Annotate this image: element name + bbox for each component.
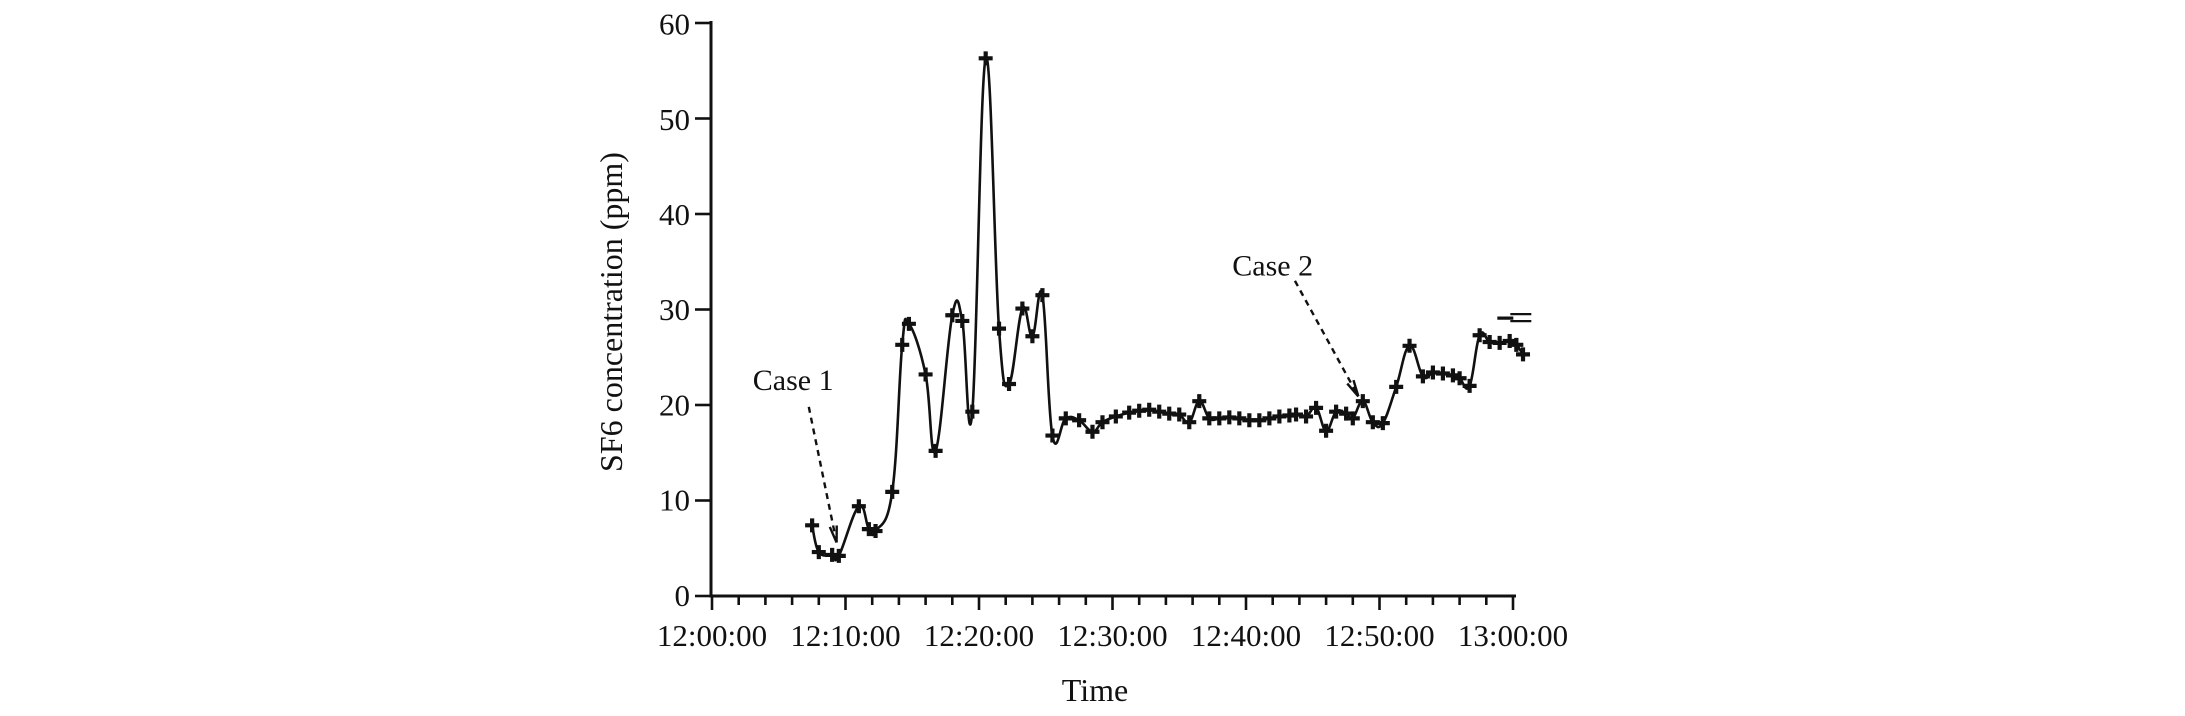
data-series-line bbox=[810, 56, 1525, 562]
case-1-annotation-label: Case 1 bbox=[753, 364, 834, 397]
extra-marks bbox=[1497, 313, 1532, 323]
x-axis-tick-labels: 12:00:00 12:10:00 12:20:00 12:30:00 12:4… bbox=[657, 618, 1568, 653]
x-tick-label: 12:10:00 bbox=[790, 618, 900, 653]
data-point-marker bbox=[831, 548, 846, 563]
case-2-annotation-label: Case 2 bbox=[1232, 250, 1313, 283]
data-point-marker bbox=[1182, 415, 1197, 430]
data-point-marker bbox=[1452, 371, 1467, 386]
data-point-marker bbox=[1045, 428, 1060, 443]
x-axis-title: Time bbox=[1062, 672, 1128, 708]
x-tick-label: 12:40:00 bbox=[1191, 618, 1301, 653]
data-point-marker bbox=[1309, 400, 1324, 415]
data-point-marker bbox=[1472, 328, 1487, 343]
axes bbox=[695, 21, 1516, 610]
data-point-marker bbox=[918, 367, 933, 382]
data-point-marker bbox=[1509, 337, 1524, 352]
y-axis-tick-labels: 0 10 20 30 40 50 60 bbox=[659, 7, 690, 614]
data-point-marker bbox=[901, 316, 916, 331]
y-tick-label: 20 bbox=[659, 388, 690, 423]
data-point-marker bbox=[1192, 394, 1207, 409]
data-point-marker bbox=[928, 443, 943, 458]
case-2-arrow bbox=[1293, 280, 1360, 398]
tick-marks bbox=[695, 21, 1515, 610]
data-point-marker bbox=[992, 321, 1007, 336]
y-tick-label: 10 bbox=[659, 483, 690, 518]
data-point-marker bbox=[1058, 411, 1073, 426]
data-point-marker bbox=[1355, 394, 1370, 409]
data-point-marker bbox=[1415, 369, 1430, 384]
data-point-marker bbox=[1389, 379, 1404, 394]
data-point-marker bbox=[805, 518, 820, 533]
data-point-marker bbox=[955, 313, 970, 328]
x-tick-label: 12:00:00 bbox=[657, 618, 767, 653]
y-tick-label: 50 bbox=[659, 102, 690, 137]
data-point-marker bbox=[885, 484, 900, 499]
data-point-marker bbox=[1319, 423, 1334, 438]
data-point-marker bbox=[1375, 416, 1390, 431]
y-tick-label: 30 bbox=[659, 292, 690, 327]
data-point-marker bbox=[1095, 415, 1110, 430]
x-tick-label: 12:20:00 bbox=[924, 618, 1034, 653]
x-tick-label: 13:00:00 bbox=[1458, 618, 1568, 653]
data-point-marker bbox=[1402, 338, 1417, 353]
data-point-marker bbox=[1462, 378, 1477, 393]
arrow-shaft bbox=[1293, 280, 1360, 397]
arrow-shaft bbox=[807, 406, 838, 543]
data-point-marker bbox=[811, 545, 826, 560]
data-point-marker bbox=[1108, 409, 1123, 424]
data-point-marker bbox=[868, 524, 883, 539]
y-tick-label: 60 bbox=[659, 7, 690, 42]
data-point-marker bbox=[1085, 424, 1100, 439]
data-series bbox=[805, 51, 1531, 563]
data-point-marker bbox=[978, 51, 993, 66]
data-point-marker bbox=[1002, 376, 1017, 391]
data-point-marker bbox=[851, 499, 866, 514]
x-tick-label: 12:50:00 bbox=[1324, 618, 1434, 653]
data-point-marker bbox=[1035, 288, 1050, 303]
double-dash-mark bbox=[1497, 313, 1532, 323]
data-point-marker bbox=[945, 308, 960, 323]
data-point-marker bbox=[1345, 411, 1360, 426]
y-axis-title: SF6 concentration (ppm) bbox=[593, 152, 629, 472]
data-point-marker bbox=[1025, 329, 1040, 344]
data-point-marker bbox=[1516, 347, 1531, 362]
case-1-arrow bbox=[807, 406, 838, 544]
data-point-marker bbox=[1015, 301, 1030, 316]
annotation-arrows bbox=[807, 280, 1360, 544]
x-tick-label: 12:30:00 bbox=[1057, 618, 1167, 653]
arrowhead-line bbox=[1352, 379, 1360, 397]
data-point-marker bbox=[895, 337, 910, 352]
y-tick-label: 40 bbox=[659, 197, 690, 232]
data-point-marker bbox=[1172, 407, 1187, 422]
data-point-marker bbox=[965, 404, 980, 419]
y-tick-label: 0 bbox=[675, 578, 691, 613]
data-point-marker bbox=[1299, 409, 1314, 424]
data-point-marker bbox=[1072, 413, 1087, 428]
annotations: Case 1 Case 2 bbox=[753, 250, 1360, 544]
